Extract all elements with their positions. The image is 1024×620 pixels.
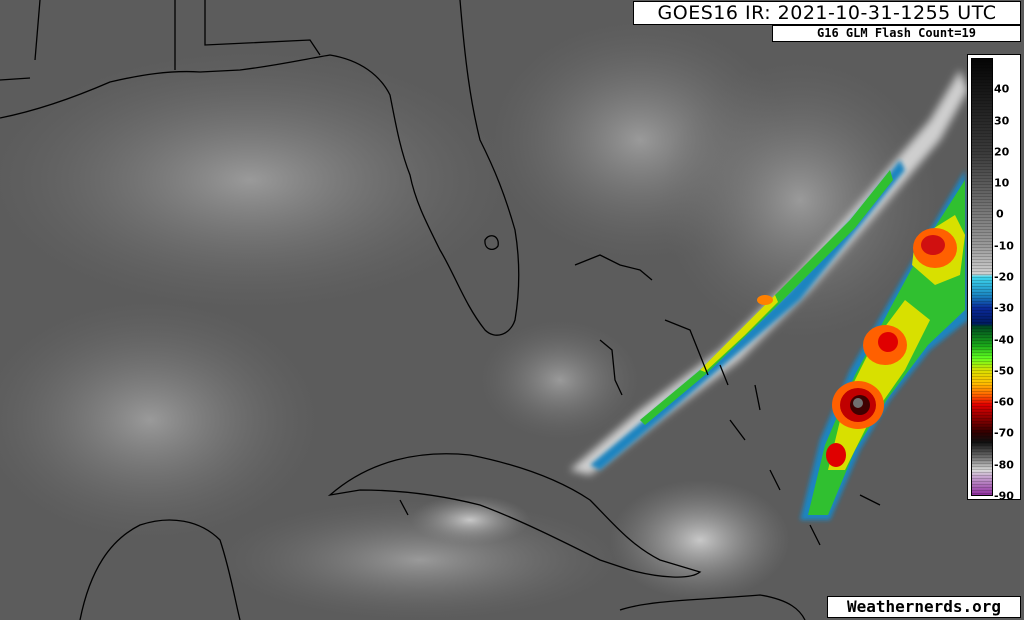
colorbar-tick-label: -30 <box>994 301 1014 315</box>
convective-band-north <box>570 70 968 475</box>
coastlines <box>0 0 881 620</box>
colorbar-tick-label: -90 <box>994 489 1014 503</box>
cuba-coast <box>327 453 702 578</box>
yucatan-coast <box>79 519 241 620</box>
state-borders <box>0 0 321 81</box>
colorbar-tick-label: -60 <box>994 395 1014 409</box>
flash-count-label: G16 GLM Flash Count=19 <box>772 25 1021 42</box>
bahamas-islands <box>399 254 881 546</box>
colorbar-tick-label: 40 <box>994 82 1010 96</box>
gulf-and-florida-coast <box>0 0 520 336</box>
colorbar-tick-label: -20 <box>994 270 1014 284</box>
colorbar-tick-label: 30 <box>994 114 1010 128</box>
colorbar-tick-label: -70 <box>994 426 1014 440</box>
colorbar-tick-label: -80 <box>994 458 1014 472</box>
lake-okeechobee <box>484 235 499 251</box>
colorbar-tick-label: 0 <box>996 207 1004 221</box>
colorbar-tick-label: -10 <box>994 239 1014 253</box>
hispaniola-coast <box>619 594 806 620</box>
colorbar-gradient <box>971 58 993 496</box>
watermark-logo: Weathernerds.org <box>827 596 1021 618</box>
colorbar-tick-label: -40 <box>994 333 1014 347</box>
temperature-colorbar: 40 30 20 10 0 -10 -20 -30 -40 -50 -60 -70 -80 -90 <box>967 54 1021 503</box>
convective-band-main <box>800 170 968 520</box>
colorbar-tick-label: 20 <box>994 145 1010 159</box>
colorbar-tick-label: 10 <box>994 176 1010 190</box>
image-title: GOES16 IR: 2021-10-31-1255 UTC <box>633 1 1021 25</box>
colorbar-tick-label: -50 <box>994 364 1014 378</box>
